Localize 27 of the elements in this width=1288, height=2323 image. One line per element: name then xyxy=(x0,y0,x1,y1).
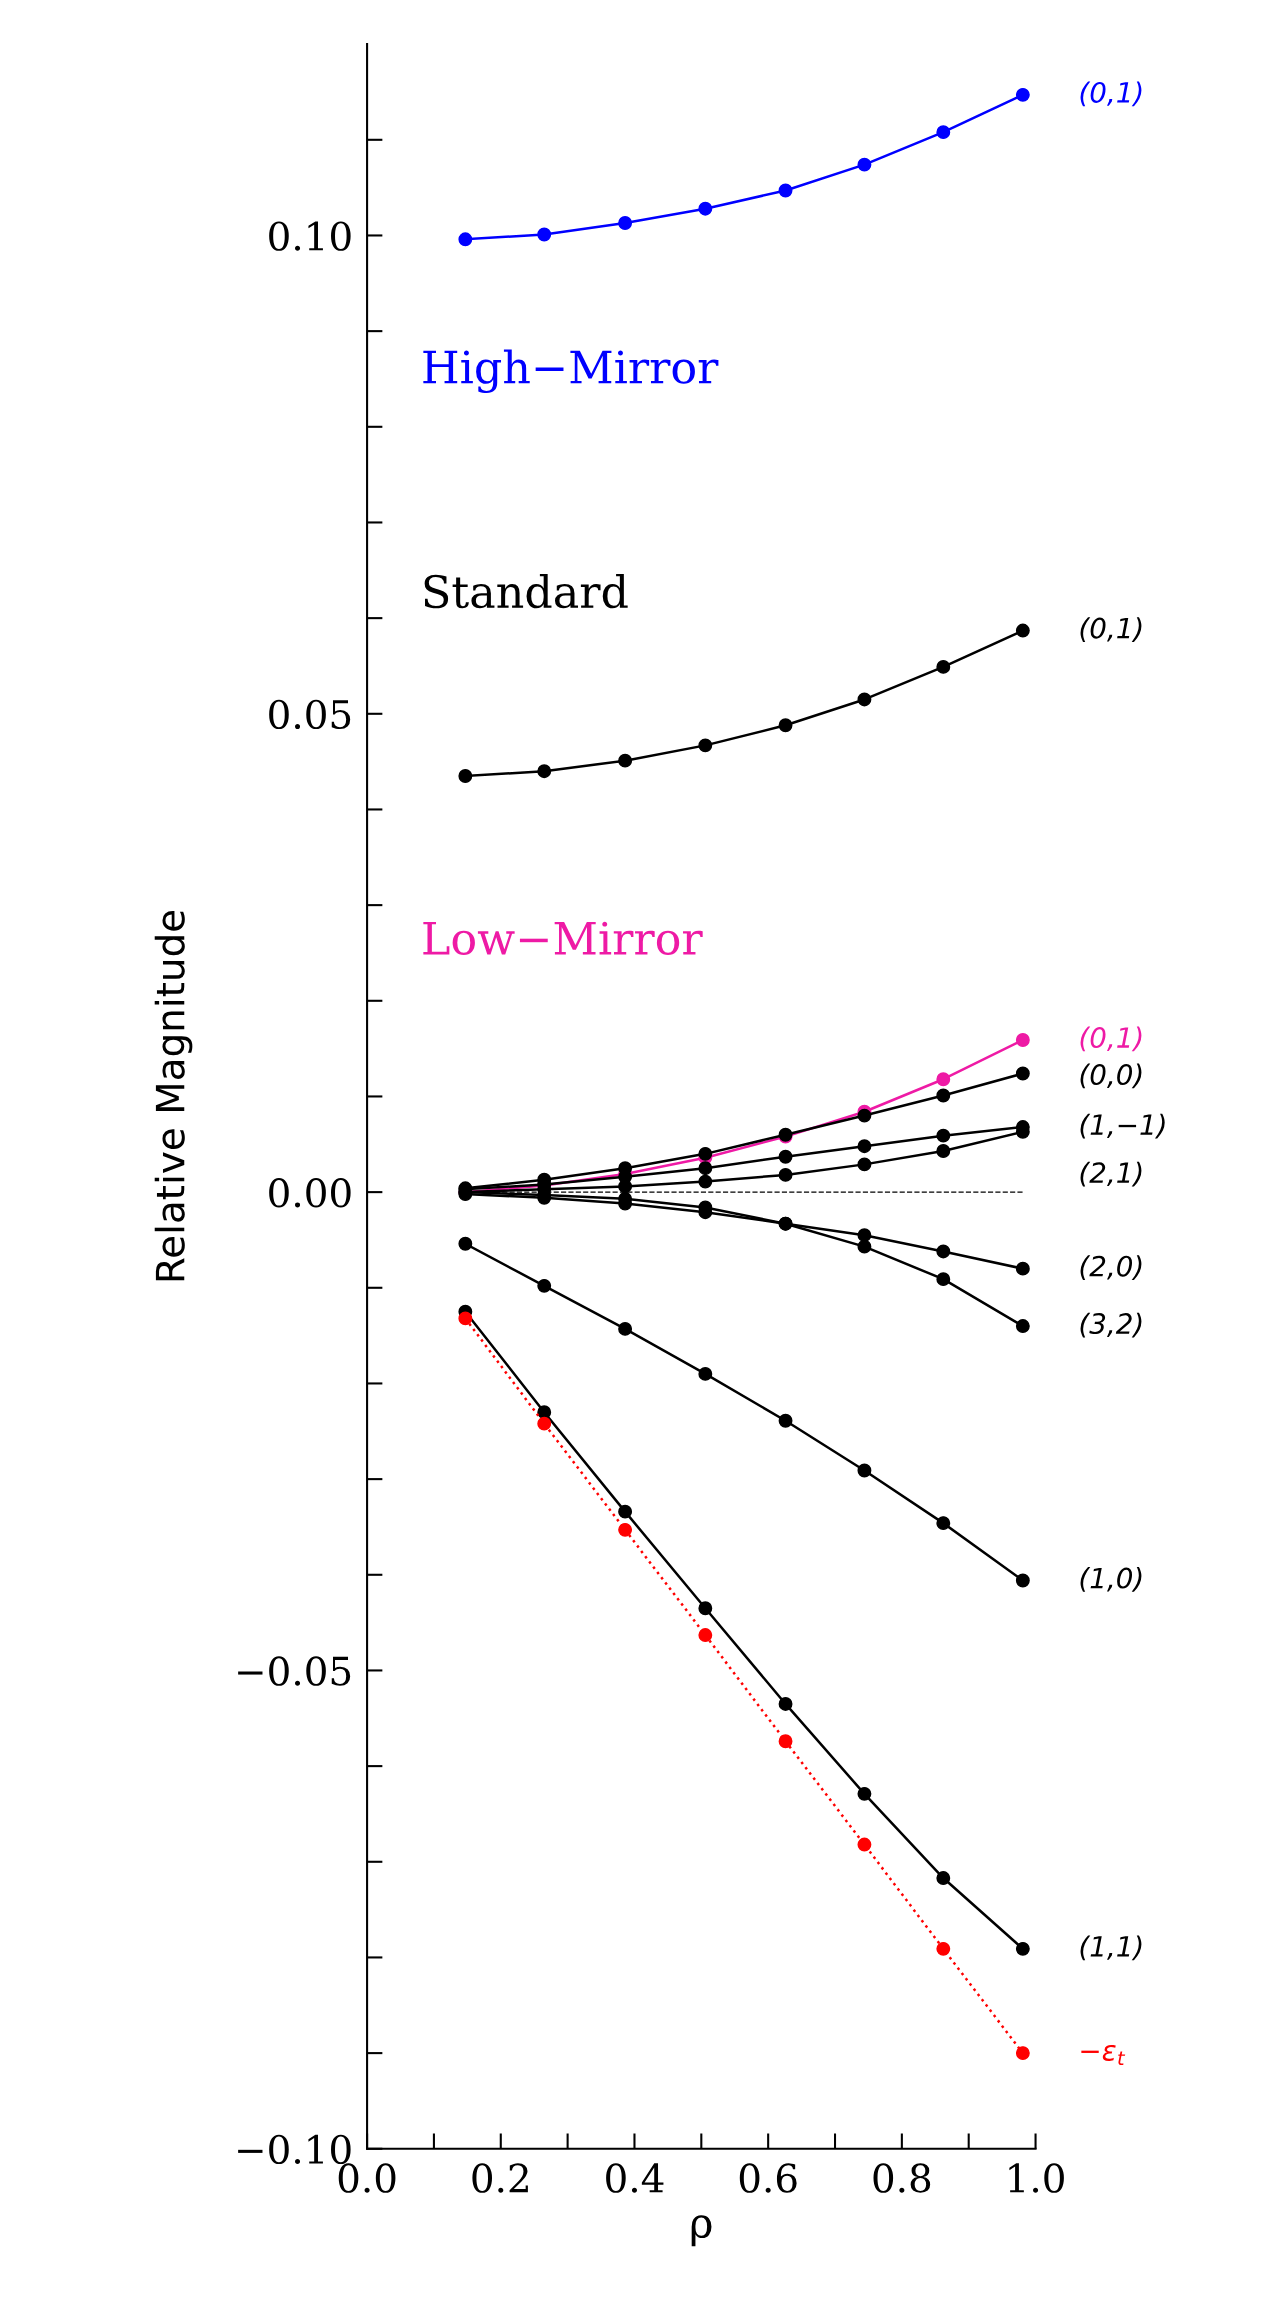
annotation: High−Mirror xyxy=(423,349,719,394)
series-label: (1,0) xyxy=(1080,1567,1142,1592)
x-tick-label: 0.2 xyxy=(472,2163,528,2193)
y-tick-label: 0.00 xyxy=(269,1178,351,1208)
series-label: (1,−1) xyxy=(1080,1113,1165,1139)
series-label: (0,1) xyxy=(1080,81,1142,107)
series-label: (3,2) xyxy=(1080,1312,1142,1338)
series-label: (1,1) xyxy=(1080,1935,1142,1961)
y-tick-label: 0.05 xyxy=(269,699,351,730)
y-axis-title: Relative Magnitude xyxy=(154,910,193,1281)
x-tick-label: 0.0 xyxy=(338,2163,396,2193)
text: (2,1) xyxy=(1080,1161,1142,1187)
y-tick-label: −0.05 xyxy=(238,1656,351,1686)
series-label: (0,1) xyxy=(1080,617,1142,642)
annotation: Low−Mirror xyxy=(423,921,703,956)
series-label: −ε$_{t}$ xyxy=(1081,2044,1126,2066)
annotation: Standard xyxy=(424,573,628,609)
series-label: (0,1) xyxy=(1080,1026,1142,1052)
x-tick-label: 0.4 xyxy=(606,2163,664,2193)
series-label: (2,0) xyxy=(1080,1255,1142,1280)
y-tick-label: 0.10 xyxy=(269,221,351,251)
y-tick-label: −0.10 xyxy=(238,2134,351,2165)
series-label: (0,0) xyxy=(1080,1063,1142,1089)
x-tick-label: 1.0 xyxy=(1009,2163,1064,2193)
x-tick-label: 0.6 xyxy=(739,2163,797,2193)
x-axis-title: ρ xyxy=(691,2215,712,2247)
x-tick-label: 0.8 xyxy=(873,2163,931,2193)
